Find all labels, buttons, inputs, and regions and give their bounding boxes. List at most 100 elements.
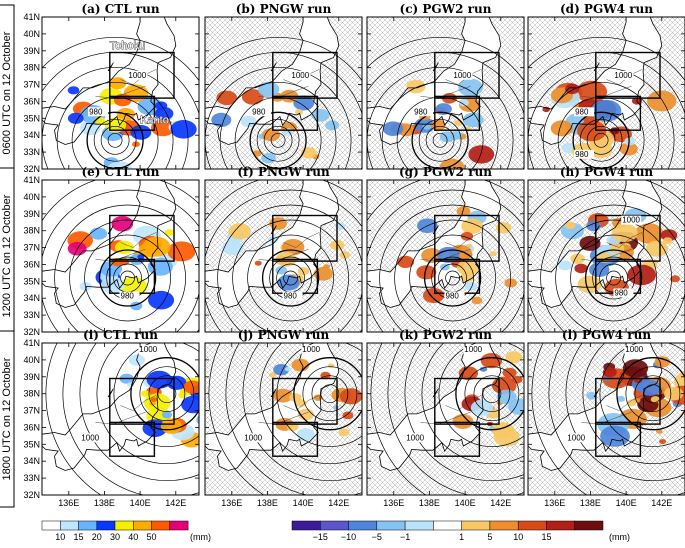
panel-11: 1000 1000 (l) PGW4 run: [527, 328, 685, 496]
pressure-contour-9-6: [259, 343, 362, 465]
pressure-contour-6-4: [423, 249, 482, 307]
panel-title-9: (j) PNGW run: [238, 328, 330, 342]
precip-cell-5-18: [269, 217, 288, 230]
colorbar-diff-tick-3: −1: [400, 532, 410, 542]
lat-tick-label-0-5: 36N: [23, 96, 40, 106]
colorbar-ctl-swatch-7: [169, 520, 189, 531]
panel-title-1: (b) PNGW run: [236, 2, 332, 16]
precip-cell-4-17: [148, 290, 175, 310]
panel-title-10: (k) PGW2 run: [399, 328, 492, 342]
colorbar-ctl-unit: (mm): [190, 532, 211, 542]
precip-cell-6-23: [464, 281, 478, 291]
precip-cell-11-20: [659, 439, 667, 445]
precip-cell-10-3: [505, 351, 523, 364]
pressure-contour-10-4: [455, 357, 524, 431]
precip-cell-10-20: [452, 414, 474, 429]
tohoku-box-4: [109, 214, 175, 262]
precip-cell-7-29: [589, 262, 610, 278]
kanto-box-9: [272, 421, 319, 457]
precip-cell-3-1: [647, 90, 677, 112]
panel-2: 1000 980 (c) PGW2 run: [366, 2, 525, 170]
precip-cell-5-6: [297, 267, 310, 276]
colorbar-ctl-swatch-0: [41, 520, 61, 531]
contour-label-bg-7-0: [621, 215, 642, 225]
precip-cell-1-17: [294, 109, 304, 115]
precip-cell-9-11: [338, 428, 350, 437]
tohoku-box-9: [272, 377, 338, 425]
panel-content-4: 980: [42, 180, 199, 332]
precip-cell-10-14: [480, 353, 503, 369]
precip-cell-0-4: [151, 119, 175, 137]
pressure-contour-7-5: [570, 234, 657, 322]
precip-cell-11-29: [626, 399, 637, 407]
panel-content-2: 1000 980: [367, 17, 524, 169]
colorbar-diff-tick-4: 1: [459, 532, 464, 542]
contour-label-0-0: 1000: [128, 71, 146, 80]
precip-cell-6-11: [456, 206, 471, 217]
precip-cell-2-16: [458, 99, 469, 107]
pressure-contour-11-5: [599, 343, 685, 448]
pressure-contour-7-1: [606, 270, 621, 286]
precip-cell-11-30: [602, 367, 617, 378]
pressure-contour-8-2: [148, 375, 186, 413]
colorbar-ctl-swatch-5: [133, 520, 152, 531]
pressure-contour-1-1: [270, 132, 286, 148]
colorbar-ctl-tick-5: 50: [146, 532, 156, 542]
precip-cell-9-9: [273, 364, 290, 376]
coastline-9: [205, 343, 340, 471]
precip-cell-10-9: [502, 367, 517, 378]
pressure-contour-1-9: [205, 36, 362, 82]
panel-content-9: 1000 1000: [205, 343, 362, 495]
panel-title-7: (h) PGW4 run: [560, 165, 654, 179]
pressure-contour-1-2: [263, 125, 293, 155]
contour-label-bg-4-0: [119, 291, 140, 301]
precip-cell-9-13: [327, 363, 335, 369]
contour-label-10-1: 1000: [406, 433, 424, 442]
precip-cell-9-14: [289, 393, 302, 402]
lon-tick-label-0-3: 142E: [165, 498, 186, 508]
contour-label-3-2: 980: [575, 150, 589, 159]
coastline-10: [367, 343, 502, 471]
tohoku-box-6: [434, 214, 500, 262]
lat-tick-label-0-6: 35N: [23, 113, 40, 123]
precip-cell-3-30: [590, 99, 622, 122]
precip-cell-7-27: [645, 240, 669, 257]
lon-tick-label-0-0: 136E: [58, 498, 79, 508]
pressure-contour-10-7: [404, 343, 524, 482]
pressure-contour-7-8: [528, 189, 685, 332]
contour-label-1-0: 1000: [291, 71, 309, 80]
colorbar-ctl-tick-2: 20: [92, 532, 102, 542]
precip-cell-0-23: [155, 106, 174, 121]
panel-0: 1000 980 Tohoku Kanto (a) CTL run: [41, 2, 200, 170]
contour-label-bg-3-2: [574, 149, 595, 159]
pressure-contour-11-7: [565, 343, 685, 482]
pressure-contour-2-2: [425, 125, 455, 155]
panel-content-7: 1000 980: [528, 180, 685, 332]
panel-title-3: (d) PGW4 run: [560, 2, 653, 16]
lat-tick-label-1-2: 39N: [23, 209, 40, 219]
pressure-contour-11-4: [616, 357, 685, 431]
tohoku-box-0: [109, 51, 175, 99]
contour-label-bg-8-0: [138, 345, 159, 355]
pressure-contour-10-6: [421, 343, 524, 465]
lat-tick-label-0-3: 38N: [23, 63, 40, 73]
panel-content-8: 1000 1000: [42, 343, 199, 495]
pressure-contour-10-8: [387, 343, 524, 495]
pressure-contour-4-7: [54, 204, 199, 332]
precip-cell-1-11: [211, 112, 232, 127]
contour-label-bg-11-1: [566, 433, 587, 443]
panel-frame-2: [366, 16, 525, 170]
tohoku-box-10: [434, 377, 500, 425]
precip-cell-8-25: [150, 397, 158, 402]
pressure-contour-2-1: [432, 132, 448, 148]
tohoku-box-3: [595, 51, 661, 99]
panel-frame-9: [204, 342, 363, 496]
precip-cell-10-4: [458, 366, 479, 381]
precip-cell-9-2: [273, 388, 293, 403]
lat-tick-label-2-6: 35N: [23, 439, 40, 449]
lat-tick-label-0-7: 34N: [23, 130, 40, 140]
precip-cell-5-12: [275, 266, 288, 275]
coastline-8: [42, 343, 177, 471]
colorbar-ctl-tick-4: 40: [128, 532, 138, 542]
pressure-contour-0-3: [93, 118, 137, 162]
